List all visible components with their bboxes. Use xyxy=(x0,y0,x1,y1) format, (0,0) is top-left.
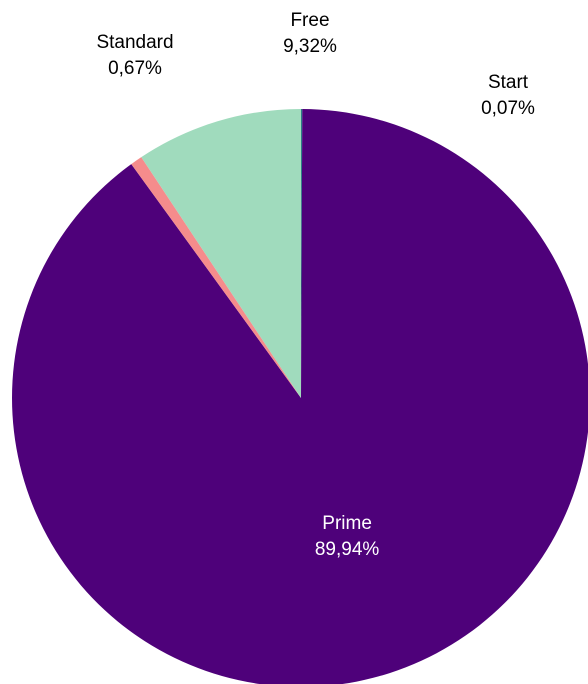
pie-label-value: 0,07% xyxy=(481,98,535,119)
pie-label-name: Standard xyxy=(96,32,173,53)
pie-slice-free xyxy=(141,109,301,398)
pie-label-name: Prime xyxy=(322,513,372,534)
pie-label-value: 9,32% xyxy=(283,36,337,57)
pie-label-value: 0,67% xyxy=(108,58,162,79)
pie-slice-prime xyxy=(12,109,588,684)
pie-slice-start xyxy=(301,108,303,398)
pie-label-free: Free 9,32% xyxy=(283,10,337,57)
pie-slice-standard xyxy=(131,157,301,398)
pie-label-name: Free xyxy=(290,10,329,31)
pie-slices xyxy=(12,108,588,684)
pie-label-prime: Prime 89,94% xyxy=(315,513,380,560)
pie-label-start: Start 0,07% xyxy=(481,72,535,119)
pie-labels: Start 0,07% Prime 89,94% Standard 0,67% Free 9,… xyxy=(96,10,535,560)
pie-label-standard: Standard 0,67% xyxy=(96,32,173,79)
pie-label-value: 89,94% xyxy=(315,539,380,560)
pie-label-name: Start xyxy=(488,72,529,93)
